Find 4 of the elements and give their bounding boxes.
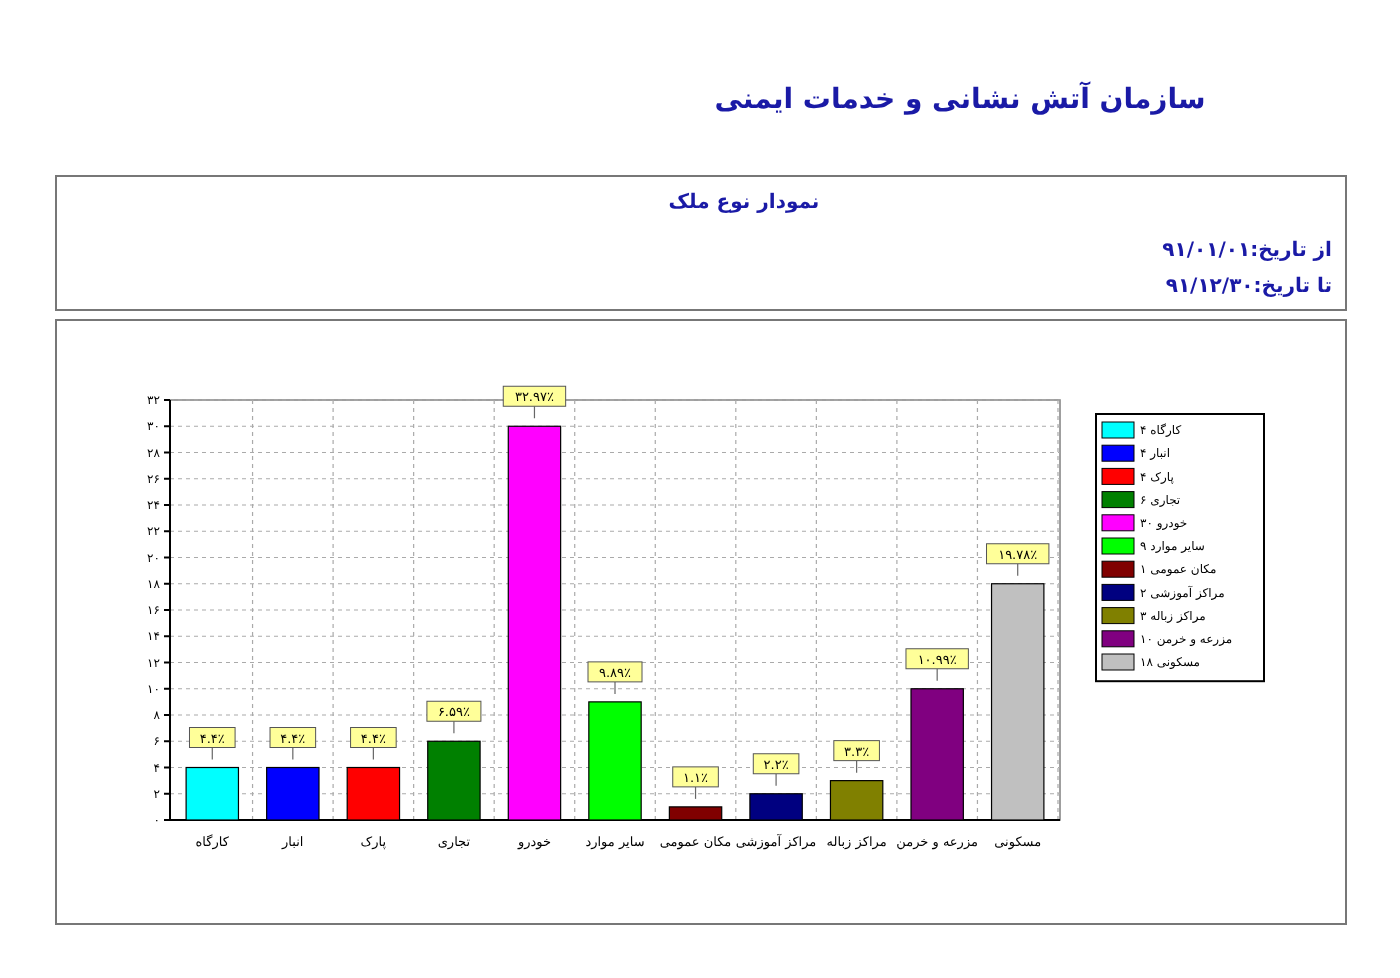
chart-subtitle: نمودار نوع ملک bbox=[668, 192, 820, 214]
chart-title: سازمان آتش نشانی و خدمات ایمنی bbox=[714, 80, 1206, 116]
text: از تاریخ:۹۱/۰۱/۰۱ bbox=[1162, 240, 1332, 262]
text: تا تاریخ:۹۱/۱۲/۳۰ bbox=[1165, 276, 1333, 298]
